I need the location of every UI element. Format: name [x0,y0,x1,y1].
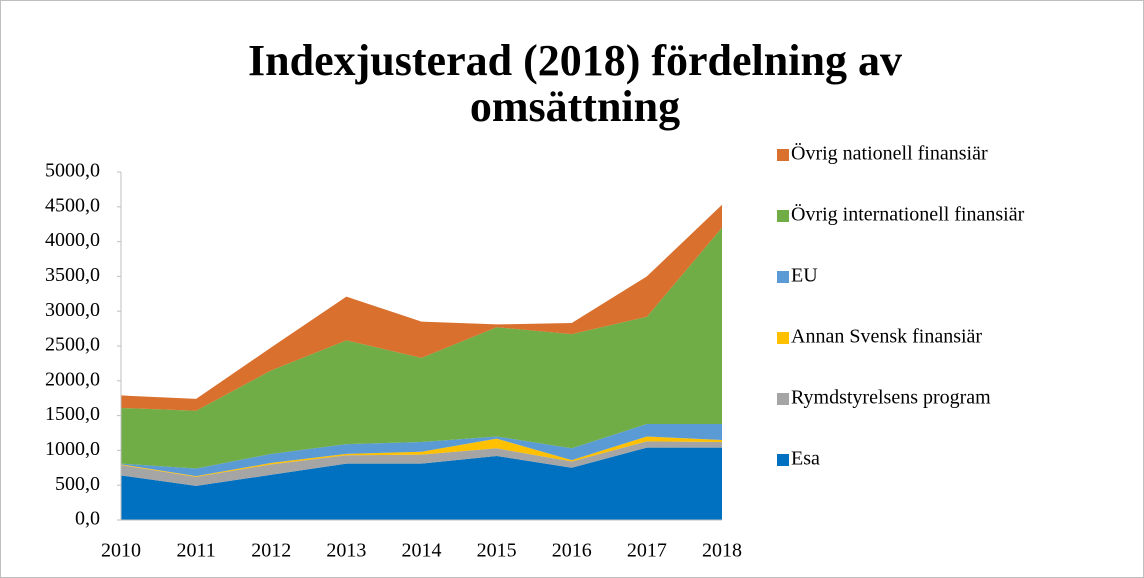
legend-label: Esa [791,448,820,470]
x-tick-label: 2016 [552,540,592,562]
y-tick-label: 0,0 [75,508,100,530]
x-tick-label: 2013 [326,540,366,562]
y-tick-label: 3500,0 [45,264,100,286]
y-tick-label: 4500,0 [45,194,100,216]
y-tick-label: 3000,0 [45,299,100,321]
legend-swatch [777,454,789,466]
legend-swatch [777,332,789,344]
area [121,423,722,477]
x-tick-label: 2017 [627,540,667,562]
legend-swatch [777,149,789,161]
x-tick-label: 2010 [101,540,141,562]
chart-title: Indexjusterad (2018) fördelning av omsät… [248,36,902,131]
legend-label: EU [791,265,818,287]
area [121,447,722,520]
legend-label: Övrig internationell finansiär [791,203,1025,226]
x-tick-label: 2018 [702,540,742,562]
x-tick-label: 2015 [477,540,517,562]
legend-swatch [777,210,789,222]
y-tick-label: 2500,0 [45,334,100,356]
legend-swatch [777,393,789,405]
y-tick-label: 1500,0 [45,403,100,425]
y-tick-label: 4000,0 [45,229,100,251]
y-tick-label: 1000,0 [45,438,100,460]
area [121,441,722,486]
area [121,436,722,477]
x-tick-label: 2012 [251,540,291,562]
area [121,204,722,411]
x-tick-label: 2011 [176,540,215,562]
y-tick-label: 2000,0 [45,368,100,390]
legend-label: Rymdstyrelsens program [791,387,991,409]
x-tick-label: 2014 [402,540,442,562]
legend-label: Övrig nationell finansiär [791,142,988,165]
area [121,227,722,469]
legend-swatch [777,271,789,283]
legend-label: Annan Svensk finansiär [791,326,982,348]
y-tick-label: 5000,0 [45,160,100,182]
y-tick-label: 500,0 [55,473,100,495]
